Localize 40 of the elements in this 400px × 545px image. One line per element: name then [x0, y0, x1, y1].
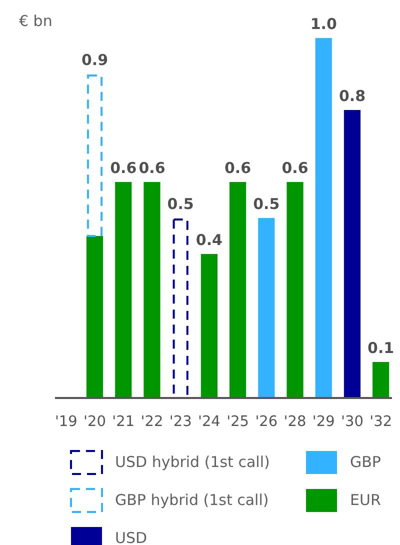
legend-label: GBP hybrid (1st call) — [115, 491, 269, 509]
bar — [258, 218, 275, 398]
x-tick-label: '20 — [84, 414, 106, 430]
x-tick-label: '23 — [169, 414, 192, 430]
bar — [86, 74, 103, 237]
x-tick-label: '22 — [140, 414, 164, 430]
y-axis-title: € bn — [19, 12, 52, 30]
legend-label: GBP — [350, 453, 381, 471]
x-tick-label: '28 — [284, 414, 306, 430]
bar — [286, 182, 304, 398]
legend-label: USD — [115, 529, 148, 545]
bar — [372, 362, 390, 398]
data-label: 0.6 — [138, 159, 166, 177]
legend-label: EUR — [350, 491, 381, 509]
x-tick-label: '26 — [255, 414, 278, 430]
bar — [115, 182, 132, 398]
data-label: 0.6 — [110, 159, 137, 177]
data-label: 0.4 — [196, 231, 222, 249]
data-label: 0.6 — [282, 159, 308, 177]
x-tick-label: '30 — [341, 414, 364, 430]
data-label: 0.5 — [253, 195, 280, 213]
data-label: 0.6 — [224, 159, 252, 177]
total-label: 0.9 — [81, 51, 108, 69]
bar — [230, 182, 246, 398]
data-label: 0.1 — [368, 339, 394, 357]
bar — [344, 110, 361, 398]
bar — [200, 254, 218, 398]
legend-label: USD hybrid (1st call) — [115, 453, 270, 471]
bar — [315, 38, 332, 398]
data-label: 0.5 — [167, 195, 194, 213]
x-tick-label: '32 — [370, 414, 392, 430]
data-label: 1.0 — [310, 15, 337, 33]
x-tick-label: '29 — [312, 414, 335, 430]
x-tick-label: '21 — [112, 414, 135, 430]
x-tick-label: '19 — [54, 414, 78, 430]
x-tick-label: '25 — [226, 414, 250, 430]
x-tick-label: '24 — [198, 414, 220, 430]
bar — [144, 182, 160, 398]
bar — [86, 236, 104, 398]
data-label: 0.8 — [338, 87, 366, 105]
